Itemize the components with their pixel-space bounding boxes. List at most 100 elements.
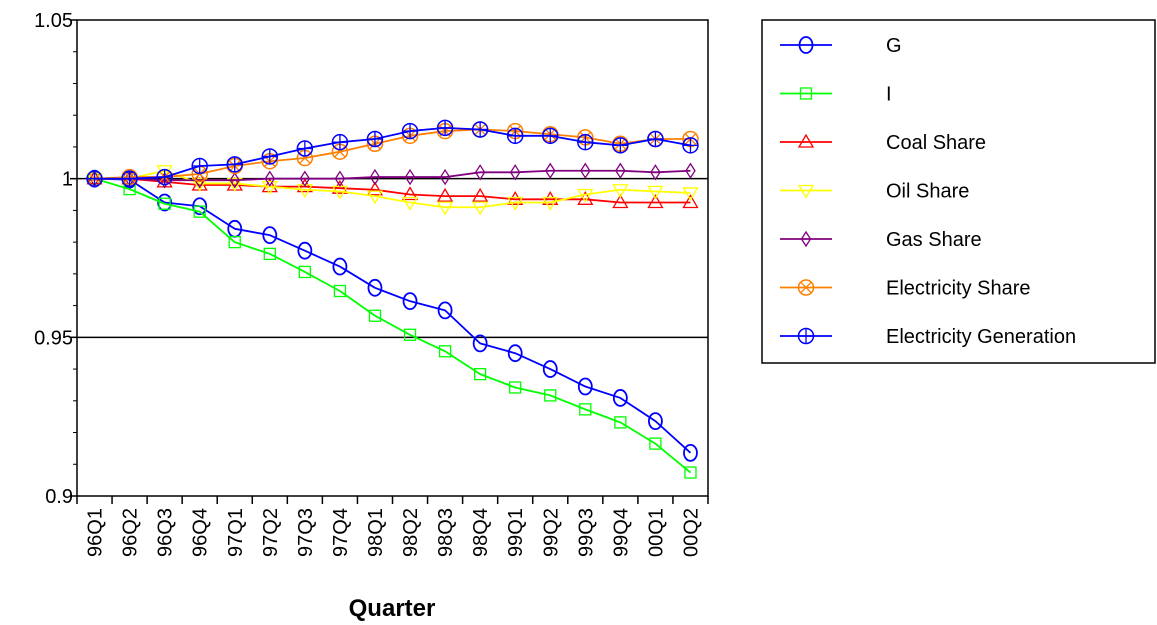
data-point xyxy=(650,164,661,181)
data-point xyxy=(507,196,524,211)
x-tick-label: 00Q2 xyxy=(680,508,702,557)
data-point xyxy=(649,437,662,450)
data-point xyxy=(542,191,559,205)
legend-marker xyxy=(797,133,815,148)
data-point xyxy=(577,188,594,203)
data-point xyxy=(194,172,205,189)
data-point xyxy=(682,187,699,202)
data-point xyxy=(156,168,173,186)
series-line xyxy=(94,177,691,204)
x-tick-label: 97Q2 xyxy=(260,508,282,557)
x-tick-label: 98Q1 xyxy=(365,508,387,557)
data-point xyxy=(647,194,664,209)
data-point xyxy=(403,328,417,341)
data-point xyxy=(191,157,208,175)
data-point xyxy=(193,205,206,218)
data-point xyxy=(366,190,384,205)
data-point xyxy=(436,201,454,216)
data-point xyxy=(647,185,664,200)
data-point xyxy=(226,156,243,173)
data-point xyxy=(331,133,349,151)
data-point xyxy=(191,177,208,192)
data-point xyxy=(614,416,627,429)
data-point xyxy=(86,170,103,187)
legend-item-electricity-generation: Electricity Generation xyxy=(780,326,1076,348)
data-point xyxy=(507,191,524,205)
legend-marker xyxy=(799,87,813,100)
series-line xyxy=(94,169,691,182)
x-tick-label: 96Q2 xyxy=(120,508,142,557)
x-tick-label: 96Q1 xyxy=(85,508,107,557)
data-point xyxy=(401,186,419,201)
data-point xyxy=(261,148,279,165)
data-point xyxy=(612,137,629,154)
data-point xyxy=(472,187,489,202)
data-point xyxy=(544,389,557,402)
data-point xyxy=(473,367,487,381)
data-point xyxy=(228,235,241,249)
data-point xyxy=(401,196,419,211)
x-tick-label: 97Q1 xyxy=(225,508,247,557)
data-point xyxy=(367,278,383,297)
x-tick-label: 99Q2 xyxy=(540,508,562,557)
data-point xyxy=(577,377,593,396)
data-point xyxy=(472,201,489,216)
data-point xyxy=(366,130,384,148)
data-point xyxy=(298,265,312,279)
data-point xyxy=(332,257,348,276)
legend-label: Electricity Generation xyxy=(886,326,1076,348)
legend-marker xyxy=(797,327,815,345)
x-tick-label: 98Q4 xyxy=(470,508,492,557)
x-tick-label: 99Q3 xyxy=(575,508,597,557)
data-point xyxy=(264,170,276,187)
data-point xyxy=(612,389,628,407)
data-point xyxy=(438,345,452,358)
data-point xyxy=(366,181,384,196)
x-tick-label: 96Q4 xyxy=(190,508,212,557)
data-point xyxy=(648,412,663,431)
legend-item-gas-share: Gas Share xyxy=(780,229,982,251)
data-point xyxy=(471,121,489,138)
x-tick-label: 98Q3 xyxy=(435,508,457,557)
x-tick-label: 97Q3 xyxy=(295,508,317,557)
x-tick-label: 99Q4 xyxy=(610,508,632,557)
data-point xyxy=(507,344,523,363)
data-point xyxy=(333,284,347,298)
y-tick-label: 1.05 xyxy=(34,10,73,32)
legend-label: Oil Share xyxy=(886,181,969,203)
data-point xyxy=(612,184,629,199)
data-point xyxy=(158,197,171,210)
legend-item-i: I xyxy=(780,84,892,106)
data-point xyxy=(577,191,594,205)
y-tick-label: 1 xyxy=(62,169,73,191)
data-point xyxy=(229,172,241,189)
data-point xyxy=(615,162,626,179)
data-point xyxy=(474,164,486,181)
x-tick-label: 97Q4 xyxy=(330,508,352,557)
data-point xyxy=(368,309,382,322)
data-point xyxy=(542,196,559,211)
legend-box xyxy=(761,19,1156,364)
data-point xyxy=(472,334,488,353)
data-point xyxy=(261,180,278,195)
plot-area: 0.9 0.95 1 1.05 96Q1 96Q2 96Q3 96Q4 97Q1 97Q2 97Q3… xyxy=(34,10,709,557)
data-point xyxy=(331,179,349,194)
data-point xyxy=(439,168,451,186)
series-electricity-generation xyxy=(86,119,699,187)
legend-label: I xyxy=(886,84,892,106)
data-point xyxy=(334,170,346,187)
x-tick-label: 98Q2 xyxy=(400,508,422,557)
data-point xyxy=(297,241,313,260)
data-point xyxy=(437,301,453,320)
data-point xyxy=(509,164,521,181)
data-point xyxy=(299,170,311,187)
data-point xyxy=(684,466,697,479)
data-point xyxy=(436,187,454,202)
legend-label: G xyxy=(886,35,902,57)
data-point xyxy=(156,165,173,180)
data-point xyxy=(682,137,699,154)
x-axis-title: Quarter xyxy=(349,595,436,622)
legend-item-coal-share: Coal Share xyxy=(780,132,986,154)
data-point xyxy=(263,247,276,261)
data-point xyxy=(577,133,594,151)
